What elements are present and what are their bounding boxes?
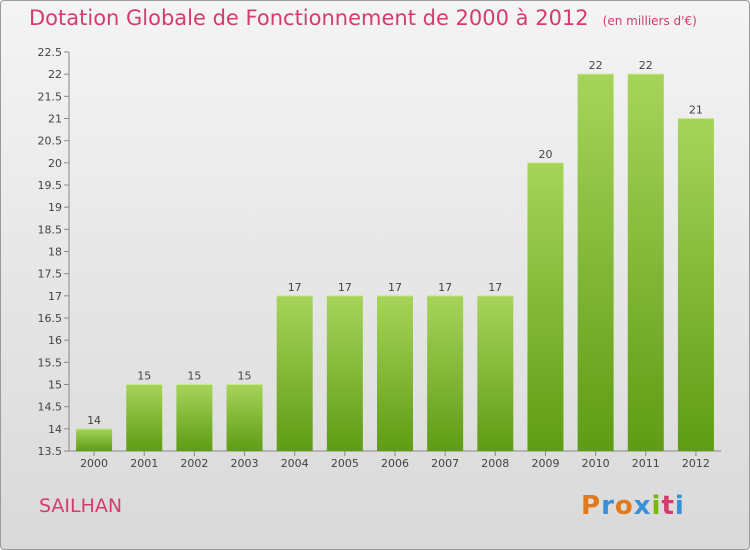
bar	[326, 295, 363, 451]
place-name: SAILHAN	[39, 495, 123, 517]
y-tick-label: 22	[48, 68, 62, 81]
bar-value-label: 14	[87, 414, 101, 427]
bar	[76, 428, 113, 451]
logo-letter: P	[581, 491, 602, 521]
logo-letter: x	[633, 491, 652, 521]
bar	[477, 295, 514, 451]
y-tick-label: 17.5	[38, 268, 63, 281]
chart-title: Dotation Globale de Fonctionnement de 20…	[29, 6, 697, 30]
bar-value-label: 22	[589, 59, 603, 72]
y-tick-label: 20	[48, 157, 62, 170]
y-tick-label: 20.5	[38, 135, 63, 148]
logo-letter: t	[661, 491, 675, 521]
y-tick-label: 15	[48, 379, 62, 392]
bar-value-label: 20	[538, 148, 552, 161]
y-tick-label: 21.5	[38, 90, 63, 103]
bar	[126, 384, 163, 451]
y-tick-label: 19	[48, 201, 62, 214]
y-tick-label: 18	[48, 246, 62, 259]
x-tick-label: 2010	[582, 457, 610, 470]
bar	[276, 295, 313, 451]
x-tick-label: 2011	[632, 457, 660, 470]
bar	[527, 162, 564, 452]
bar	[377, 295, 413, 451]
bar-value-label: 22	[639, 59, 653, 72]
logo-letter: o	[614, 491, 634, 521]
x-tick-label: 2000	[80, 457, 108, 470]
bar-value-label: 17	[488, 281, 502, 294]
bar-value-label: 17	[288, 281, 302, 294]
x-tick-label: 2007	[431, 457, 459, 470]
axes: 13.5 14 14.5 15 15.5 16 16.5 17 17.5 18 18.5 19 19.5…	[38, 46, 721, 470]
logo-letter: r	[601, 491, 615, 521]
y-tick-label: 13.5	[38, 445, 63, 458]
bar	[577, 74, 614, 452]
x-tick-label: 2004	[281, 457, 309, 470]
x-tick-label: 2001	[130, 457, 158, 470]
bar-value-label: 17	[438, 281, 452, 294]
bar-value-label: 15	[238, 370, 252, 383]
y-tick-label: 17	[48, 290, 62, 303]
bar-value-label: 15	[187, 370, 201, 383]
x-tick-label: 2006	[381, 457, 409, 470]
unit-label: (en milliers d'€)	[602, 14, 697, 28]
bar-value-label: 17	[338, 281, 352, 294]
bar	[427, 295, 464, 451]
bar-value-label: 17	[388, 281, 402, 294]
logo-letter: i	[674, 491, 685, 521]
y-tick-label: 18.5	[38, 223, 63, 236]
proxiti-logo[interactable]: Proxiti	[581, 491, 685, 521]
x-tick-label: 2008	[481, 457, 509, 470]
x-tick-label: 2002	[180, 457, 208, 470]
y-tick-label: 19.5	[38, 179, 63, 192]
x-tick-label: 2005	[331, 457, 359, 470]
y-tick-label: 14.5	[38, 401, 63, 414]
bar	[677, 118, 714, 451]
x-tick-label: 2009	[531, 457, 559, 470]
x-tick-label: 2012	[682, 457, 710, 470]
y-tick-label: 16.5	[38, 312, 63, 325]
y-tick-label: 21	[48, 113, 62, 126]
y-tick-label: 22.5	[38, 46, 63, 59]
bar-value-label: 15	[137, 370, 151, 383]
bar	[627, 74, 664, 452]
bar	[226, 384, 263, 451]
y-tick-label: 15.5	[38, 356, 63, 369]
bar-value-label: 21	[689, 104, 703, 117]
bar	[176, 384, 213, 451]
y-tick-label: 14	[48, 423, 62, 436]
x-tick-label: 2003	[231, 457, 259, 470]
title-text: Dotation Globale de Fonctionnement de 20…	[29, 6, 589, 30]
y-tick-label: 16	[48, 334, 62, 347]
logo-letter: i	[651, 491, 662, 521]
bars: 14 15 15 15 17 17 17 17 17 20 22 22 21	[76, 59, 714, 452]
